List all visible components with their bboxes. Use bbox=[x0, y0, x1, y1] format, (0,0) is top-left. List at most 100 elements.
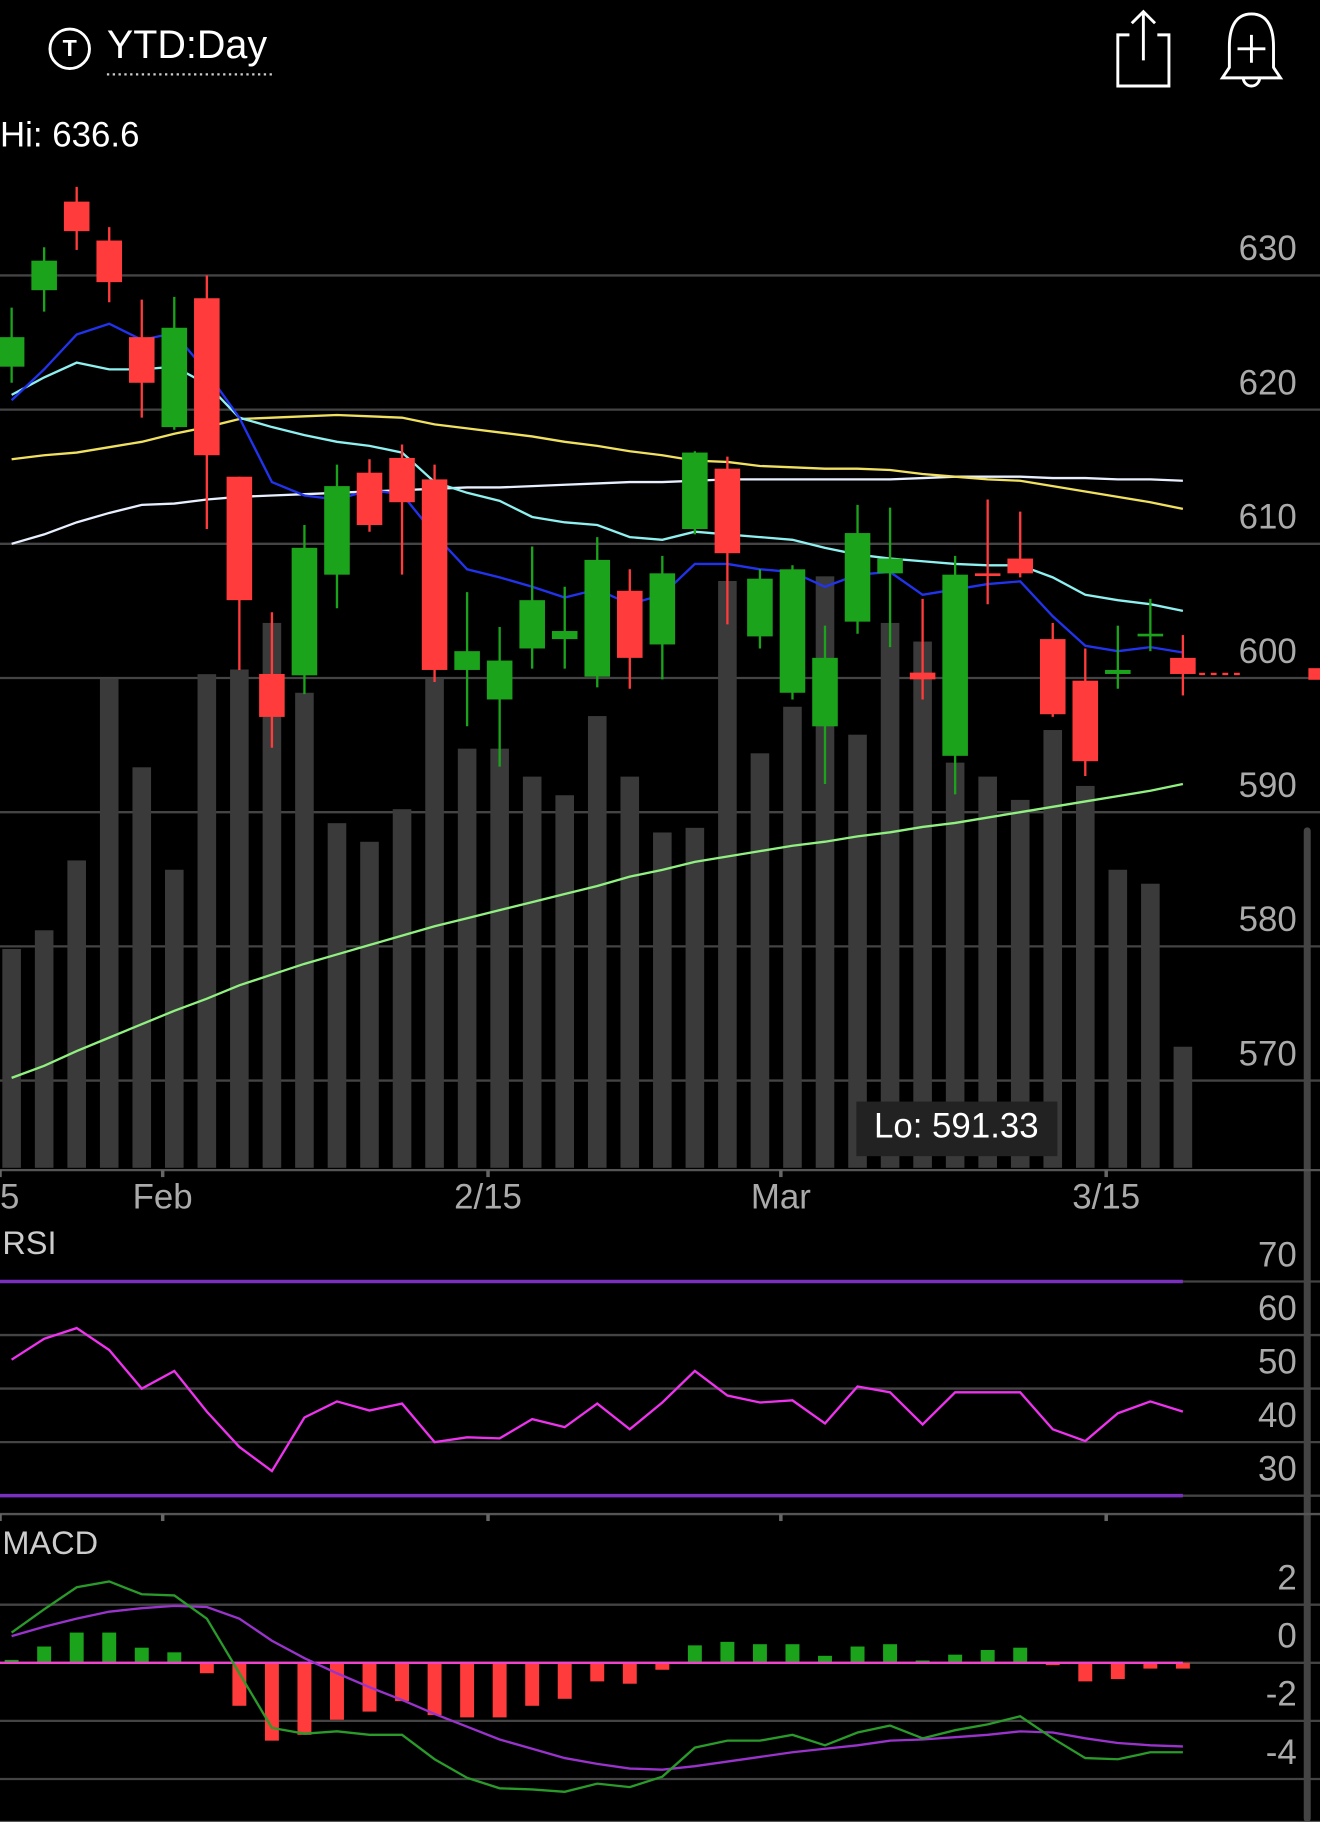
y-tick-label: 580 bbox=[1239, 900, 1297, 939]
histogram-bar bbox=[980, 1650, 995, 1663]
y-tick-label: 630 bbox=[1239, 229, 1297, 268]
histogram-bar bbox=[948, 1654, 963, 1663]
histogram-bar bbox=[37, 1646, 52, 1663]
histogram-bar bbox=[655, 1662, 670, 1670]
volume-bar bbox=[880, 622, 900, 1168]
volume-bar bbox=[360, 841, 379, 1168]
histogram-bar bbox=[557, 1662, 572, 1699]
candle-body bbox=[31, 260, 57, 291]
volume-bar bbox=[750, 753, 770, 1168]
volume-bar bbox=[425, 678, 444, 1168]
volume-bar bbox=[1141, 883, 1160, 1168]
x-tick-label: 2/15 bbox=[454, 1177, 522, 1216]
hi-label: Hi: 636.6 bbox=[0, 115, 139, 154]
histogram-bar bbox=[1078, 1662, 1093, 1682]
y-tick-label: 70 bbox=[1258, 1235, 1297, 1274]
candle-body bbox=[96, 240, 123, 283]
y-tick-label: 50 bbox=[1258, 1342, 1297, 1381]
volume-bar bbox=[848, 734, 867, 1168]
histogram-bar bbox=[232, 1662, 247, 1706]
histogram-bar bbox=[1110, 1662, 1125, 1680]
lo-label-box bbox=[856, 1101, 1058, 1157]
histogram-bar bbox=[785, 1644, 800, 1663]
candle-body bbox=[1007, 558, 1033, 574]
candle-body bbox=[584, 559, 611, 677]
share-box bbox=[1116, 33, 1171, 88]
volume-bar bbox=[165, 869, 184, 1168]
plus-icon bbox=[1237, 34, 1266, 63]
histogram-bar bbox=[492, 1662, 507, 1718]
candle-body bbox=[617, 590, 643, 658]
panel-title: RSI bbox=[2, 1225, 56, 1261]
volume-bar bbox=[1173, 1046, 1193, 1168]
volume-bar bbox=[1075, 785, 1095, 1168]
volume-bar bbox=[2, 948, 21, 1168]
x-tick-label: 25 bbox=[0, 1177, 19, 1216]
histogram-bar bbox=[850, 1646, 865, 1663]
bell-clapper bbox=[1241, 77, 1262, 88]
panel-title: MACD bbox=[2, 1525, 98, 1561]
candle-body bbox=[974, 573, 1001, 577]
histogram-bar bbox=[427, 1662, 442, 1716]
x-tick-label: Feb bbox=[133, 1177, 193, 1216]
share-button[interactable] bbox=[1116, 9, 1171, 88]
indicator-line bbox=[10, 1326, 1184, 1473]
candle-body bbox=[161, 327, 188, 428]
histogram-bar bbox=[460, 1662, 475, 1718]
moving-average bbox=[11, 782, 1184, 1079]
signal-line bbox=[11, 1604, 1183, 1771]
volume-bar bbox=[34, 930, 54, 1168]
histogram-bar bbox=[199, 1662, 214, 1674]
y-tick-label: 600 bbox=[1239, 632, 1297, 671]
volume-bar bbox=[653, 832, 672, 1168]
volume-bar bbox=[1043, 730, 1063, 1168]
volume-bar bbox=[913, 641, 932, 1168]
candle-body bbox=[1170, 657, 1196, 674]
histogram-bar bbox=[330, 1662, 344, 1720]
period-selector[interactable]: YTD:Day bbox=[107, 23, 267, 67]
y-tick-label: 620 bbox=[1239, 363, 1297, 402]
bell-icon bbox=[1219, 12, 1284, 80]
histogram-bar bbox=[818, 1655, 832, 1663]
volume-bar bbox=[522, 776, 542, 1168]
candle-body bbox=[682, 452, 708, 530]
volume-bar bbox=[99, 678, 119, 1168]
x-tick-label: Mar bbox=[751, 1177, 811, 1216]
candle-body bbox=[747, 578, 773, 637]
candle-body bbox=[0, 337, 25, 367]
lo-label: Lo: 591.33 bbox=[874, 1106, 1039, 1145]
volume-bar bbox=[132, 767, 152, 1168]
volume-bar bbox=[685, 827, 705, 1168]
candle-body bbox=[63, 201, 90, 232]
symbol-icon bbox=[48, 27, 91, 71]
candle-body bbox=[389, 457, 415, 503]
volume-bar bbox=[620, 776, 640, 1168]
histogram-bar bbox=[590, 1662, 605, 1682]
volume-bar bbox=[392, 809, 412, 1168]
scrollbar bbox=[1303, 827, 1311, 1822]
volume-bar bbox=[718, 581, 737, 1168]
volume-bar bbox=[67, 860, 86, 1168]
alert-button[interactable] bbox=[1219, 12, 1284, 88]
histogram-bar bbox=[102, 1632, 117, 1663]
volume-bar bbox=[490, 748, 509, 1168]
candle-body bbox=[1137, 633, 1164, 637]
histogram-bar bbox=[167, 1652, 182, 1663]
candle-body bbox=[1105, 669, 1131, 674]
candle-body bbox=[356, 472, 383, 526]
histogram-bar bbox=[1143, 1662, 1158, 1669]
y-tick-label: -4 bbox=[1266, 1733, 1297, 1772]
histogram-bar bbox=[69, 1632, 84, 1663]
volume-bar bbox=[1108, 869, 1128, 1168]
symbol-button[interactable]: T bbox=[48, 27, 91, 71]
volume-bar bbox=[327, 823, 347, 1168]
candle-body bbox=[909, 672, 936, 680]
histogram-bar bbox=[525, 1662, 540, 1706]
candle-body bbox=[812, 657, 838, 727]
histogram-bar bbox=[1013, 1647, 1028, 1663]
y-tick-label: 590 bbox=[1239, 766, 1297, 805]
histogram-bar bbox=[752, 1644, 767, 1663]
candle-body bbox=[519, 600, 545, 649]
